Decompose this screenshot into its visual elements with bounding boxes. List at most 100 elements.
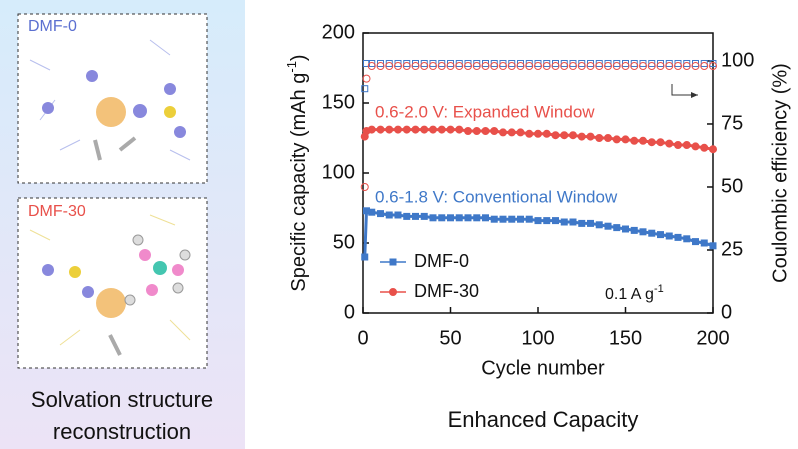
ce-marker	[394, 62, 402, 71]
capacity-marker	[692, 238, 699, 246]
ce-marker	[525, 62, 534, 71]
capacity-marker	[639, 136, 647, 145]
capacity-marker	[665, 232, 673, 240]
ce-marker	[542, 62, 551, 71]
capacity-marker	[665, 139, 674, 148]
y-axis-title-text: Specific capacity (mAh g	[288, 73, 310, 292]
ce-marker	[665, 62, 674, 71]
capacity-marker	[587, 219, 594, 227]
capacity-marker	[639, 228, 647, 236]
capacity-marker	[438, 214, 446, 222]
ce-marker	[612, 62, 621, 71]
capacity-marker	[420, 125, 429, 134]
ce-marker	[472, 62, 481, 71]
ce-marker	[455, 62, 464, 71]
legend-label: DMF-30	[414, 281, 479, 301]
x-tick-label: 0	[357, 327, 368, 349]
capacity-marker	[447, 214, 454, 222]
capacity-marker	[622, 225, 629, 233]
capacity-marker	[569, 218, 577, 226]
legend-marker	[389, 258, 397, 266]
ce-marker	[534, 62, 542, 71]
capacity-marker	[412, 212, 419, 220]
capacity-marker	[482, 214, 489, 222]
x-tick-label: 50	[439, 327, 461, 349]
y2-tick-label: 50	[721, 175, 743, 197]
capacity-marker	[621, 135, 630, 144]
y-tick-label: 0	[344, 301, 355, 323]
capacity-marker	[586, 132, 595, 141]
ce-marker	[362, 74, 371, 83]
capacity-marker	[507, 128, 516, 137]
capacity-marker	[499, 128, 507, 137]
x-tick-label: 150	[609, 327, 642, 349]
capacity-marker	[543, 217, 551, 225]
capacity-marker	[657, 231, 664, 239]
capacity-marker	[577, 132, 586, 141]
y-axis-title-sup: -1	[284, 61, 299, 73]
capacity-marker	[542, 129, 551, 138]
capacity-marker	[429, 214, 437, 222]
footer: Enhanced Capacity	[448, 407, 639, 432]
ce-marker	[604, 62, 612, 71]
capacity-marker	[560, 218, 568, 226]
axis-arrow-head	[691, 92, 698, 98]
ce-marker	[376, 62, 385, 71]
y2-tick-label: 75	[721, 112, 743, 134]
capacity-marker	[473, 214, 481, 222]
x-tick-label: 100	[521, 327, 554, 349]
ce-marker	[499, 62, 507, 71]
capacity-marker	[490, 215, 498, 223]
capacity-marker	[569, 131, 577, 140]
capacity-marker	[403, 212, 411, 220]
capacity-marker	[630, 136, 639, 145]
capacity-marker	[578, 219, 586, 227]
plot-frame	[362, 32, 714, 314]
molecule-box	[17, 13, 208, 184]
x-axis-title: Cycle number	[481, 357, 605, 379]
ce-marker	[709, 62, 717, 71]
capacity-marker	[595, 221, 603, 229]
ce-marker	[682, 62, 691, 71]
capacity-marker	[368, 208, 376, 216]
ce-marker	[621, 62, 630, 71]
capacity-marker	[394, 211, 402, 219]
molecule-box	[17, 197, 208, 369]
capacity-marker	[630, 226, 638, 234]
ce-marker	[464, 62, 472, 71]
capacity-marker	[525, 215, 533, 223]
capacity-marker	[367, 125, 376, 134]
ce-marker	[569, 62, 577, 71]
capacity-marker	[612, 135, 621, 144]
ce-marker	[630, 62, 639, 71]
capacity-marker	[420, 212, 428, 220]
y-tick-label: 200	[322, 21, 355, 43]
box-label: DMF-0	[28, 18, 77, 35]
capacity-marker	[674, 233, 682, 241]
y-tick-label: 150	[322, 91, 355, 113]
caption: Solvation structure	[31, 387, 213, 412]
y-tick-label: 100	[322, 161, 355, 183]
capacity-marker	[683, 235, 691, 243]
capacity-marker	[604, 222, 612, 230]
ce-marker	[656, 62, 665, 71]
capacity-marker	[709, 145, 717, 154]
capacity-marker	[552, 217, 559, 225]
ce-marker	[367, 62, 376, 71]
ce-marker	[639, 62, 647, 71]
capacity-marker	[604, 134, 612, 142]
ce-marker	[361, 85, 369, 93]
capacity-marker	[700, 143, 709, 152]
x-tick-label: 200	[696, 327, 729, 349]
annotation: 0.6-1.8 V: Conventional Window	[375, 187, 618, 206]
capacity-marker	[508, 215, 516, 223]
legend-marker	[389, 288, 397, 296]
ce-marker	[507, 62, 516, 71]
ce-marker	[490, 62, 499, 71]
ce-marker	[586, 62, 595, 71]
capacity-marker	[613, 224, 621, 232]
capacity-marker	[517, 215, 524, 223]
capacity-marker	[674, 141, 682, 149]
ce-marker	[700, 62, 709, 71]
capacity-marker	[411, 125, 420, 134]
